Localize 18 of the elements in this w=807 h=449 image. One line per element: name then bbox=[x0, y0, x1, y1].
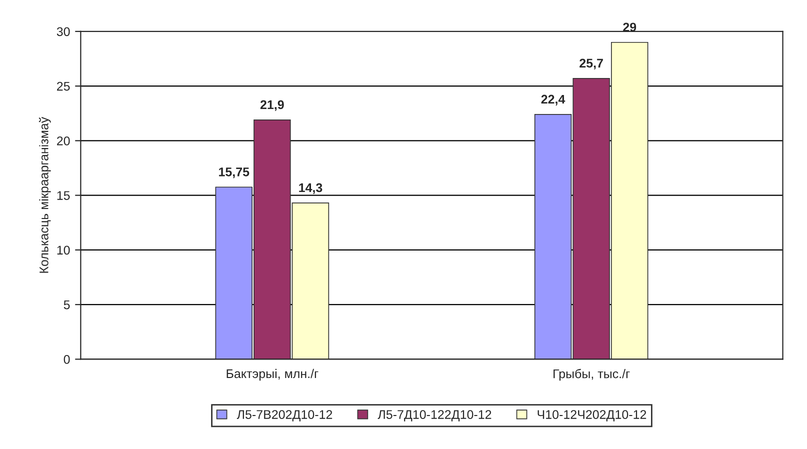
x-tick-label: Грыбы, тыс./г bbox=[554, 368, 630, 381]
legend-label: Л5-7Д10-122Д10-12 bbox=[378, 410, 492, 422]
data-label: 15,75 bbox=[219, 168, 250, 178]
y-tick-label: 10 bbox=[57, 246, 70, 255]
data-label: 21,9 bbox=[260, 100, 284, 111]
x-tick-label: Бактэрыі, млн./г bbox=[226, 368, 318, 381]
legend-label: Л5-7В202Д10-12 bbox=[236, 410, 332, 422]
y-axis-title: Колькасць мікраарганізмаў bbox=[38, 116, 51, 273]
y-tick-label: 15 bbox=[57, 191, 70, 200]
y-tick-label: 30 bbox=[56, 27, 70, 36]
data-label: 25,7 bbox=[580, 58, 603, 70]
y-tick-label: 5 bbox=[64, 300, 70, 310]
data-label: 14,3 bbox=[299, 183, 322, 194]
data-label: 22,4 bbox=[541, 94, 566, 106]
y-tick-label: 25 bbox=[57, 82, 70, 91]
y-tick-label: 20 bbox=[57, 136, 70, 146]
y-tick-label: 0 bbox=[64, 355, 70, 364]
legend-label: Ч10-12Ч202Д10-12 bbox=[538, 410, 646, 422]
